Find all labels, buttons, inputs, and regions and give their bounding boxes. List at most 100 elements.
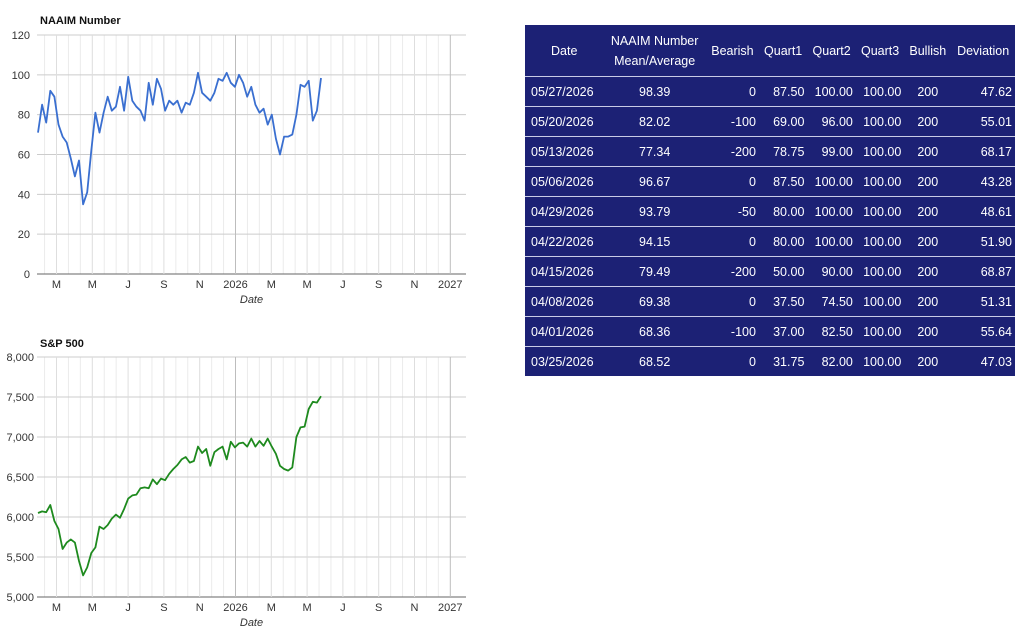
table-cell: 0 bbox=[705, 166, 759, 197]
y-tick-label: 8,000 bbox=[6, 352, 34, 364]
x-tick-label: 2026 bbox=[223, 602, 247, 614]
table-cell: 04/15/2026 bbox=[525, 256, 604, 287]
table-cell: 77.34 bbox=[603, 136, 706, 167]
table-cell: 04/08/2026 bbox=[525, 286, 604, 317]
y-tick-label: 100 bbox=[12, 70, 30, 82]
table-cell: 200 bbox=[904, 196, 952, 227]
table-cell: 68.17 bbox=[951, 136, 1015, 167]
y-tick-label: 20 bbox=[18, 229, 30, 241]
table-cell: 04/29/2026 bbox=[525, 196, 604, 227]
naaim-chart: NAAIM Number 0 20 40 60 80 100 120 M M J S N 2026 M M J S… bbox=[0, 0, 480, 320]
x-tick-label: M bbox=[88, 279, 97, 291]
table-cell: -100 bbox=[705, 106, 759, 137]
x-tick-label: J bbox=[125, 602, 131, 614]
table-cell: 50.00 bbox=[758, 256, 808, 287]
table-cell: 93.79 bbox=[603, 196, 706, 227]
table-cell: 200 bbox=[904, 226, 952, 257]
table-cell: 100.00 bbox=[855, 346, 905, 376]
table-cell: 90.00 bbox=[807, 256, 856, 287]
x-tick-label: S bbox=[160, 602, 167, 614]
x-axis-label: Date bbox=[240, 294, 263, 306]
table-header-row: Date NAAIM Number Mean/Average Bearish Quart… bbox=[525, 25, 1015, 77]
table-cell: 69.00 bbox=[758, 106, 808, 137]
y-tick-label: 60 bbox=[18, 150, 30, 162]
table-cell: 37.50 bbox=[758, 286, 808, 317]
column-header: Bearish bbox=[711, 43, 754, 58]
chart-title: NAAIM Number bbox=[40, 15, 121, 27]
y-tick-label: 0 bbox=[24, 269, 30, 281]
table-row: 05/13/2026 77.34 -200 78.75 99.00 100.00 200 68… bbox=[525, 136, 1015, 167]
table-cell: 200 bbox=[904, 346, 952, 376]
table-cell: 68.87 bbox=[951, 256, 1015, 287]
table-body: 05/27/2026 98.39 0 87.50 100.00 100.00 200 47.6… bbox=[525, 76, 1015, 376]
x-tick-label: M bbox=[88, 602, 97, 614]
table-cell: 51.31 bbox=[951, 286, 1015, 317]
table-cell: 87.50 bbox=[758, 166, 808, 197]
table-cell: 98.39 bbox=[603, 76, 706, 107]
x-tick-label: M bbox=[52, 279, 61, 291]
x-tick-label: N bbox=[411, 279, 419, 291]
table-cell: 37.00 bbox=[758, 316, 808, 347]
table-cell: 03/25/2026 bbox=[525, 346, 604, 376]
x-tick-label: M bbox=[303, 279, 312, 291]
table-cell: 0 bbox=[705, 76, 759, 107]
x-tick-label: J bbox=[340, 279, 346, 291]
table-cell: 0 bbox=[705, 226, 759, 257]
table-cell: 31.75 bbox=[758, 346, 808, 376]
y-tick-label: 40 bbox=[18, 189, 30, 201]
table-cell: 0 bbox=[705, 346, 759, 376]
table-cell: 79.49 bbox=[603, 256, 706, 287]
table-cell: 05/13/2026 bbox=[525, 136, 604, 167]
naaim-chart-svg: NAAIM Number 0 20 40 60 80 100 120 M M J S N 2026 M M J S… bbox=[12, 15, 466, 306]
table-cell: 100.00 bbox=[855, 196, 905, 227]
table-cell: 68.52 bbox=[603, 346, 706, 376]
table-cell: 200 bbox=[904, 136, 952, 167]
x-tick-label: 2026 bbox=[223, 279, 247, 291]
y-tick-label: 7,500 bbox=[6, 392, 34, 404]
table-cell: 80.00 bbox=[758, 196, 808, 227]
sp500-chart-svg: S&P 500 5,000 5,500 6,000 6,500 7,000 7,500 8,0… bbox=[6, 338, 466, 629]
y-tick-label: 80 bbox=[18, 110, 30, 122]
table-cell: 100.00 bbox=[855, 286, 905, 317]
x-tick-label: M bbox=[267, 602, 276, 614]
table-cell: 82.50 bbox=[807, 316, 856, 347]
table-cell: 74.50 bbox=[807, 286, 856, 317]
table-cell: 100.00 bbox=[855, 166, 905, 197]
x-tick-label: M bbox=[303, 602, 312, 614]
x-tick-label: J bbox=[340, 602, 346, 614]
x-tick-label: S bbox=[160, 279, 167, 291]
table-cell: 96.00 bbox=[807, 106, 856, 137]
x-tick-label: N bbox=[196, 602, 204, 614]
table-cell: -100 bbox=[705, 316, 759, 347]
y-tick-label: 7,000 bbox=[6, 432, 34, 444]
table-cell: 69.38 bbox=[603, 286, 706, 317]
chart-title: S&P 500 bbox=[40, 338, 84, 350]
column-header: Quart2 bbox=[812, 43, 851, 58]
table-cell: 82.00 bbox=[807, 346, 856, 376]
table-row: 05/06/2026 96.67 0 87.50 100.00 100.00 200 43.2… bbox=[525, 166, 1015, 197]
table-cell: 200 bbox=[904, 76, 952, 107]
table-cell: 55.01 bbox=[951, 106, 1015, 137]
table-cell: 82.02 bbox=[603, 106, 706, 137]
table-cell: 47.62 bbox=[951, 76, 1015, 107]
column-header: Quart3 bbox=[860, 43, 900, 58]
naaim-table-panel: Date NAAIM Number Mean/Average Bearish Quart… bbox=[525, 25, 1015, 376]
table-cell: -50 bbox=[705, 196, 759, 227]
x-tick-label: 2027 bbox=[438, 279, 462, 291]
y-tick-label: 6,500 bbox=[6, 472, 34, 484]
table-row: 04/01/2026 68.36 -100 37.00 82.50 100.00 200 55… bbox=[525, 316, 1015, 347]
table-cell: 43.28 bbox=[951, 166, 1015, 197]
series-line bbox=[37, 395, 322, 577]
table-row: 04/08/2026 69.38 0 37.50 74.50 100.00 200 51.31 bbox=[525, 286, 1015, 317]
table-cell: 05/06/2026 bbox=[525, 166, 604, 197]
table-cell: 04/01/2026 bbox=[525, 316, 604, 347]
table-cell: -200 bbox=[705, 136, 759, 167]
table-cell: 55.64 bbox=[951, 316, 1015, 347]
table-cell: 100.00 bbox=[855, 106, 905, 137]
x-tick-label: M bbox=[52, 602, 61, 614]
table-row: 05/20/2026 82.02 -100 69.00 96.00 100.00 200 55… bbox=[525, 106, 1015, 137]
table-row: 05/27/2026 98.39 0 87.50 100.00 100.00 200 47.6… bbox=[525, 76, 1015, 107]
naaim-table: Date NAAIM Number Mean/Average Bearish Quart… bbox=[525, 25, 1015, 376]
table-cell: 200 bbox=[904, 106, 952, 137]
column-header: NAAIM Number Mean/Average bbox=[610, 33, 699, 68]
